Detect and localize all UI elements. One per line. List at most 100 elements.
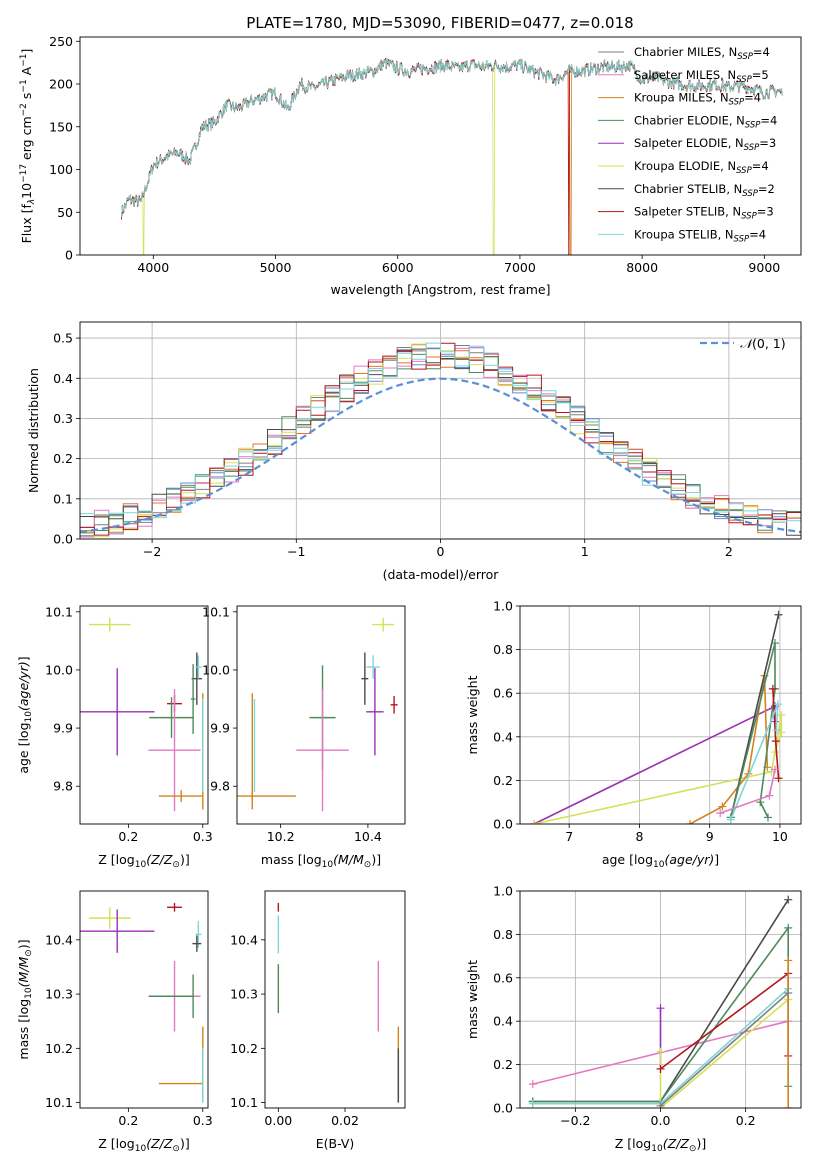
y-tick-label: 0.2	[493, 1057, 513, 1072]
y-tick-label: 10.1	[45, 1095, 73, 1110]
y-tick-label: 0.8	[493, 927, 513, 942]
x-axis-label: mass [log10(M/M⊙)]	[261, 852, 381, 870]
legend-entry: Chabrier ELODIE, NSSP=4	[634, 113, 777, 130]
axes-frame	[519, 890, 802, 1109]
x-tick-label: 0.0	[651, 1113, 671, 1128]
x-axis-label: Z [log10(Z/Z⊙)]	[98, 852, 189, 870]
y-tick-label: 10.0	[45, 662, 73, 677]
legend: Chabrier MILES, NSSP=4 Salpeter MILES, NS…	[598, 45, 777, 244]
mass-weight-marker	[763, 813, 772, 822]
mass-weight-marker	[718, 802, 727, 811]
y-tick-label: 1.0	[493, 884, 513, 899]
x-axis-label: wavelength [Angstrom, rest frame]	[330, 282, 550, 297]
y-axis-label: Flux [fλ10−17 erg cm−2 s−1 A−1]	[19, 49, 37, 244]
x-tick-label: 0.2	[118, 829, 138, 844]
x-axis-label: Z [log10(Z/Z⊙)]	[98, 1136, 189, 1154]
legend-entry: Chabrier STELIB, NSSP=2	[634, 182, 775, 199]
mass-weight-marker	[784, 923, 793, 932]
y-axis-label: mass weight	[465, 675, 480, 754]
y-tick-label: 150	[49, 119, 73, 134]
mass-weight-series	[730, 703, 779, 820]
mass-weight-marker	[530, 820, 539, 824]
y-axis-label: Normed distribution	[26, 368, 41, 493]
x-tick-label: 0.00	[264, 1113, 292, 1128]
y-tick-label: 10.1	[45, 604, 73, 619]
mass-weight-marker	[768, 684, 777, 693]
x-tick-label: 9	[706, 829, 714, 844]
mass-weight-marker	[777, 711, 786, 719]
y-tick-label: 10.2	[45, 1041, 73, 1056]
x-tick-label: 7000	[504, 260, 536, 275]
axes-mw-vs-age: 7 8 9 10 0.0 0.2 0.4 0.6 0.8 1.0 age [log10(age/yr…	[465, 599, 802, 870]
x-tick-label: 0.3	[193, 1113, 213, 1128]
normal-curve	[80, 377, 801, 534]
y-tick-label: 0.2	[53, 451, 73, 466]
y-tick-label: 9.9	[210, 721, 230, 736]
y-tick-label: 0.6	[493, 970, 513, 985]
y-tick-label: 200	[49, 77, 73, 92]
x-tick-label: 10	[772, 829, 788, 844]
axes-mw-vs-Z: −0.2 0.0 0.2 0.0 0.2 0.4 0.6 0.8 1.0 Z [log10(Z/Z…	[465, 884, 802, 1154]
y-axis-label: mass [log10(M/M⊙)]	[16, 939, 34, 1059]
axes-frame	[79, 321, 802, 540]
mass-weight-marker	[528, 1099, 537, 1108]
mass-weight-marker	[784, 988, 793, 997]
y-tick-label: 10.1	[202, 604, 230, 619]
spectrum-series	[121, 58, 783, 218]
y-tick-label: 10.3	[45, 987, 73, 1002]
mass-weight-marker	[774, 774, 783, 783]
axes-age-vs-Z: 0.2 0.3 9.8 9.9 10.0 10.1 Z [log10(Z/Z⊙)] age […	[16, 604, 213, 870]
mass-weight-marker	[771, 765, 780, 774]
x-tick-label: 0.3	[193, 829, 213, 844]
axes-frame	[236, 605, 406, 825]
legend-entry: Chabrier MILES, NSSP=4	[634, 45, 770, 62]
x-tick-label: 0.2	[736, 1113, 756, 1128]
mass-weight-marker	[784, 895, 793, 904]
y-tick-label: 0.6	[493, 686, 513, 701]
mass-weight-marker	[771, 737, 780, 746]
y-tick-label: 0.8	[493, 642, 513, 657]
y-tick-label: 10.4	[45, 932, 73, 947]
legend-entry: 𝒩(0, 1)	[740, 336, 786, 351]
y-tick-label: 0	[65, 248, 73, 263]
y-tick-label: 1.0	[493, 599, 513, 614]
y-axis-label: mass weight	[465, 960, 480, 1039]
y-tick-label: 0.4	[493, 729, 513, 744]
mass-weight-marker	[686, 820, 695, 824]
legend-entry: Kroupa STELIB, NSSP=4	[634, 227, 766, 244]
x-tick-label: 6000	[382, 260, 414, 275]
x-tick-label: 4000	[137, 260, 169, 275]
x-axis-label: Z [log10(Z/Z⊙)]	[615, 1136, 706, 1154]
y-tick-label: 10.1	[230, 1095, 258, 1110]
spectrum-lines	[121, 57, 783, 255]
x-tick-label: 2	[725, 544, 733, 559]
mass-weight-marker	[726, 815, 735, 824]
mass-weight-lines	[530, 610, 786, 824]
y-tick-label: 9.8	[210, 779, 230, 794]
legend-entry: Kroupa MILES, NSSP=4	[634, 91, 761, 108]
axes-residuals: −2 −1 0 1 2 0.0 0.1 0.2 0.3 0.4 0.5 𝒩(0, 1) (data-mo…	[26, 321, 802, 582]
figure-title: PLATE=1780, MJD=53090, FIBERID=0477, z=0…	[246, 14, 633, 32]
axes-spectrum: 4000 5000 6000 7000 8000 9000 0 50 100 150 200 250 C…	[19, 34, 802, 297]
mass-weight-marker	[784, 956, 793, 965]
x-tick-label: −0.2	[560, 1113, 590, 1128]
x-tick-label: 0.02	[331, 1113, 359, 1128]
mass-weight-marker	[656, 1004, 665, 1013]
mass-weight-marker	[784, 1104, 793, 1108]
x-axis-label: age [log10(age/yr)]	[602, 852, 719, 870]
y-tick-label: 10.4	[230, 932, 258, 947]
mass-weight-marker	[656, 1047, 665, 1056]
axes-frame	[264, 890, 406, 1109]
mass-weight-marker	[774, 610, 783, 619]
legend-entry: Salpeter ELODIE, NSSP=3	[634, 136, 776, 153]
x-tick-label: 9000	[748, 260, 780, 275]
x-tick-label: 5000	[260, 260, 292, 275]
y-tick-label: 9.8	[53, 779, 73, 794]
mass-weight-marker	[656, 1064, 665, 1073]
mass-weight-series	[689, 675, 769, 824]
mass-weight-marker	[772, 726, 781, 735]
y-tick-label: 0.0	[493, 1101, 513, 1116]
errorbar-points	[277, 902, 400, 1103]
mass-weight-marker	[773, 700, 782, 709]
